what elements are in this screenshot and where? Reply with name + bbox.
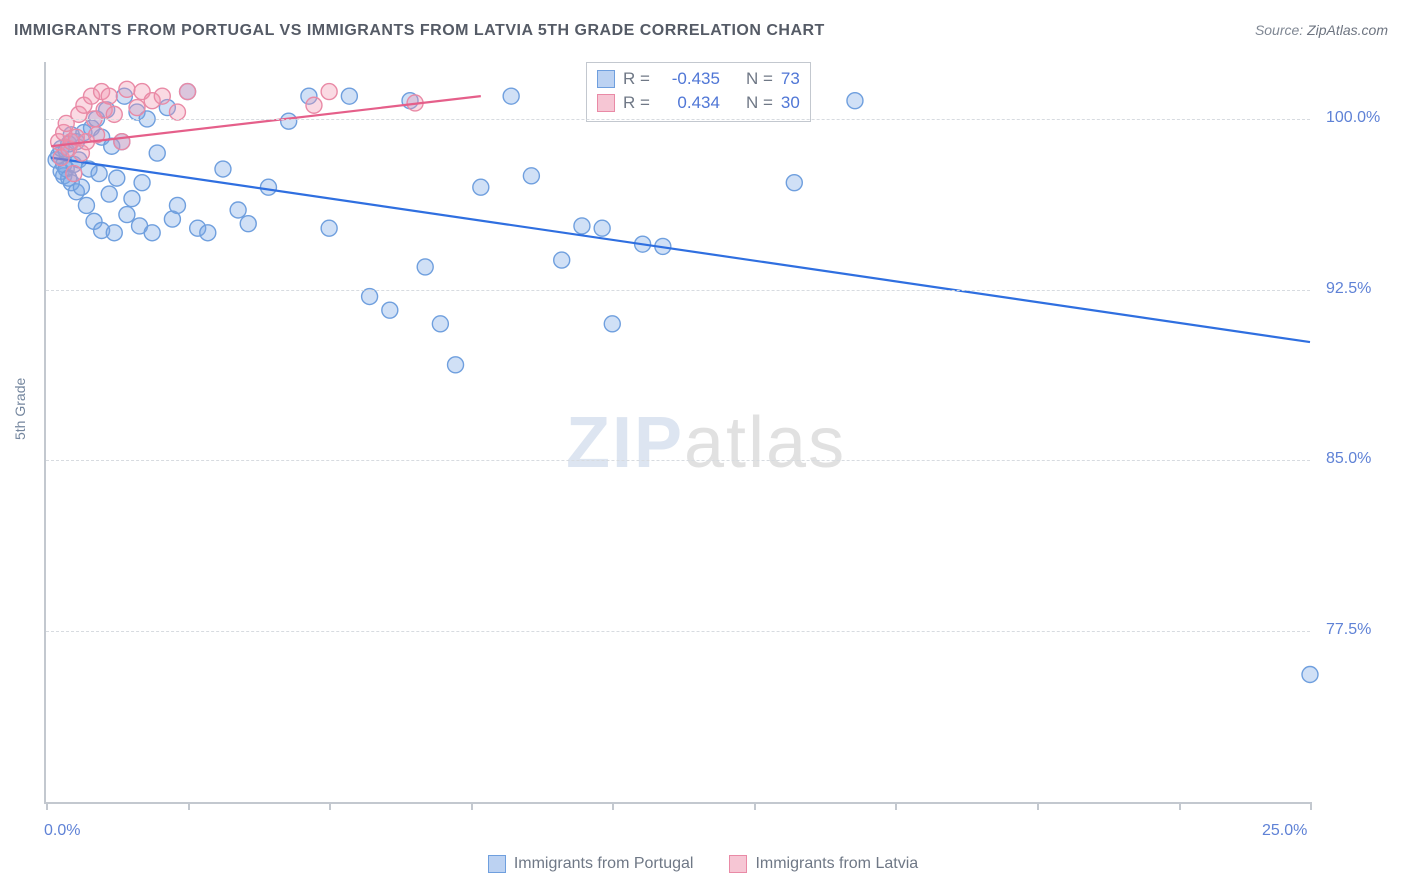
- stat-r-label: R =: [623, 91, 650, 115]
- gridline: [46, 460, 1310, 461]
- data-point: [78, 197, 94, 213]
- chart-title: IMMIGRANTS FROM PORTUGAL VS IMMIGRANTS F…: [14, 22, 825, 40]
- data-point: [554, 252, 570, 268]
- x-tick: [329, 802, 331, 810]
- data-point: [154, 88, 170, 104]
- source-value: ZipAtlas.com: [1307, 22, 1388, 38]
- data-point: [101, 88, 117, 104]
- legend-swatch: [488, 855, 506, 873]
- legend-label: Immigrants from Latvia: [755, 855, 918, 873]
- data-point: [306, 97, 322, 113]
- stats-row: R = -0.435 N = 73: [597, 67, 800, 91]
- x-tick: [1179, 802, 1181, 810]
- data-point: [341, 88, 357, 104]
- data-point: [66, 166, 82, 182]
- x-tick: [895, 802, 897, 810]
- stat-r-label: R =: [623, 67, 650, 91]
- x-tick: [612, 802, 614, 810]
- data-point: [124, 191, 140, 207]
- data-point: [169, 104, 185, 120]
- legend-item: Immigrants from Latvia: [729, 855, 918, 873]
- legend-item: Immigrants from Portugal: [488, 855, 694, 873]
- data-point: [240, 216, 256, 232]
- data-point: [594, 220, 610, 236]
- x-tick: [46, 802, 48, 810]
- data-point: [106, 106, 122, 122]
- stats-row: R = 0.434 N = 30: [597, 91, 800, 115]
- x-tick: [754, 802, 756, 810]
- data-point: [180, 84, 196, 100]
- data-point: [101, 186, 117, 202]
- legend-swatch: [729, 855, 747, 873]
- data-point: [362, 289, 378, 305]
- data-point: [230, 202, 246, 218]
- x-tick-label: 0.0%: [44, 822, 80, 840]
- source-label: Source:: [1255, 22, 1303, 38]
- data-point: [786, 175, 802, 191]
- data-point: [448, 357, 464, 373]
- plot-area: R =-0.435N =73R =0.434N =30 ZIPatlas: [44, 62, 1310, 804]
- data-point: [129, 100, 145, 116]
- stat-r-value: -0.435: [658, 67, 720, 91]
- y-axis-label: 5th Grade: [12, 378, 28, 440]
- data-point: [1302, 666, 1318, 682]
- data-point: [321, 220, 337, 236]
- stat-n-value: 30: [781, 91, 800, 115]
- data-point: [134, 175, 150, 191]
- data-point: [574, 218, 590, 234]
- x-tick: [188, 802, 190, 810]
- data-point: [432, 316, 448, 332]
- stat-n-label: N =: [746, 67, 773, 91]
- y-tick-label: 85.0%: [1326, 450, 1371, 468]
- data-point: [473, 179, 489, 195]
- data-point: [215, 161, 231, 177]
- legend-swatch: [597, 70, 615, 88]
- data-point: [417, 259, 433, 275]
- y-tick-label: 92.5%: [1326, 280, 1371, 298]
- data-point: [281, 113, 297, 129]
- stat-n-label: N =: [746, 91, 773, 115]
- data-point: [119, 81, 135, 97]
- data-point: [106, 225, 122, 241]
- data-point: [169, 197, 185, 213]
- data-point: [144, 225, 160, 241]
- gridline: [46, 119, 1310, 120]
- data-point: [149, 145, 165, 161]
- data-point: [200, 225, 216, 241]
- data-point: [91, 166, 107, 182]
- legend-label: Immigrants from Portugal: [514, 855, 694, 873]
- x-tick: [1310, 802, 1312, 810]
- gridline: [46, 631, 1310, 632]
- legend-swatch: [597, 94, 615, 112]
- source-citation: Source: ZipAtlas.com: [1255, 22, 1388, 38]
- data-point: [114, 134, 130, 150]
- y-tick-label: 100.0%: [1326, 109, 1380, 127]
- data-point: [109, 170, 125, 186]
- data-point: [523, 168, 539, 184]
- x-tick: [471, 802, 473, 810]
- bottom-legend: Immigrants from Portugal Immigrants from …: [0, 855, 1406, 878]
- x-tick: [1037, 802, 1039, 810]
- data-point: [503, 88, 519, 104]
- trend-line: [51, 158, 1310, 342]
- y-tick-label: 77.5%: [1326, 621, 1371, 639]
- stat-r-value: 0.434: [658, 91, 720, 115]
- data-point: [119, 207, 135, 223]
- data-point: [321, 84, 337, 100]
- data-point: [604, 316, 620, 332]
- gridline: [46, 290, 1310, 291]
- data-point: [260, 179, 276, 195]
- data-point: [847, 93, 863, 109]
- data-point: [382, 302, 398, 318]
- stat-n-value: 73: [781, 67, 800, 91]
- chart-svg: [46, 62, 1310, 802]
- x-tick-label: 25.0%: [1262, 822, 1307, 840]
- stats-legend-box: R = -0.435 N = 73 R = 0.434 N = 30: [586, 62, 811, 122]
